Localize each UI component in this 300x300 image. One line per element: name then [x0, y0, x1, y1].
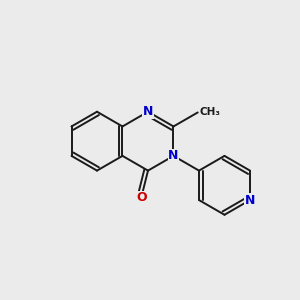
- Text: N: N: [168, 149, 179, 162]
- Text: N: N: [245, 194, 255, 207]
- Text: N: N: [143, 105, 153, 118]
- Text: O: O: [136, 191, 146, 204]
- Text: CH₃: CH₃: [199, 107, 220, 118]
